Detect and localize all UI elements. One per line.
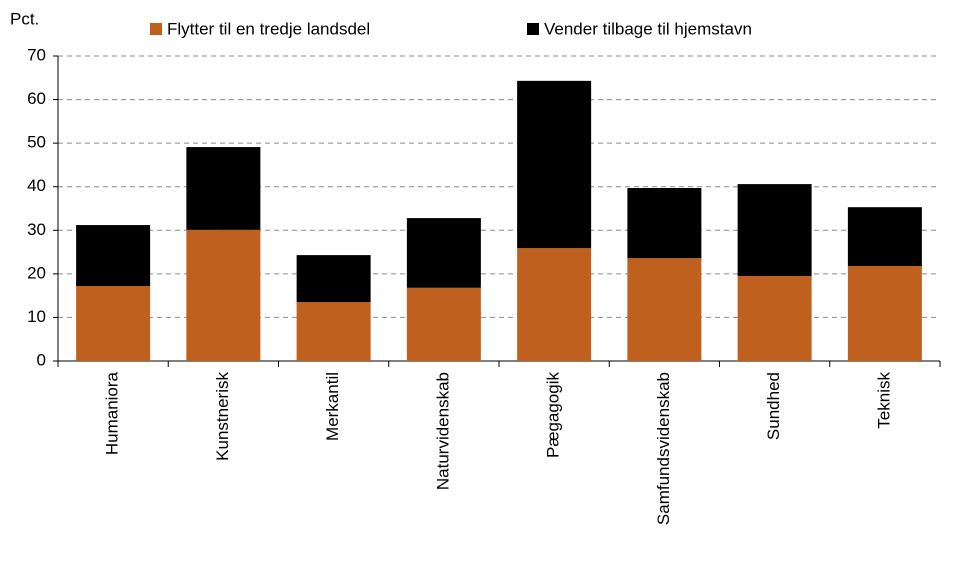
bar-segment — [517, 80, 592, 249]
bar-segment — [76, 286, 151, 361]
bar-segment — [296, 302, 371, 361]
x-tick-label: Pægagogik — [544, 372, 563, 459]
x-tick-label: Humaniora — [103, 371, 122, 455]
bar-segment — [627, 258, 702, 361]
y-tick-label: 60 — [27, 89, 46, 108]
y-tick-label: 40 — [27, 176, 46, 195]
x-tick-label: Kunstnerisk — [213, 372, 232, 461]
legend-swatch — [150, 23, 162, 35]
y-tick-label: 20 — [27, 263, 46, 282]
y-axis-label: Pct. — [10, 9, 39, 28]
bar-segment — [296, 255, 371, 303]
x-tick-label: Merkantil — [323, 372, 342, 441]
x-tick-label: Naturvidenskab — [433, 372, 452, 490]
bar-segment — [627, 188, 702, 259]
bar-segment — [76, 225, 151, 287]
legend-swatch — [527, 23, 539, 35]
bar-segment — [847, 207, 922, 267]
bar-segment — [517, 248, 592, 361]
bar-segment — [847, 266, 922, 361]
x-tick-label: Sundhed — [764, 372, 783, 440]
bar-segment — [186, 229, 261, 361]
bar-segment — [406, 218, 481, 288]
bar-segment — [737, 276, 812, 361]
x-tick-label: Samfundsvidenskab — [654, 372, 673, 525]
y-tick-label: 0 — [37, 350, 46, 369]
y-tick-label: 70 — [27, 45, 46, 64]
x-tick-label: Teknisk — [874, 372, 893, 429]
bar-segment — [406, 287, 481, 361]
bar-segment — [186, 147, 261, 230]
y-tick-label: 30 — [27, 220, 46, 239]
legend-label: Flytter til en tredje landsdel — [167, 19, 370, 38]
legend-label: Vender tilbage til hjemstavn — [544, 19, 752, 38]
bar-segment — [737, 184, 812, 277]
y-tick-label: 50 — [27, 133, 46, 152]
y-tick-label: 10 — [27, 307, 46, 326]
